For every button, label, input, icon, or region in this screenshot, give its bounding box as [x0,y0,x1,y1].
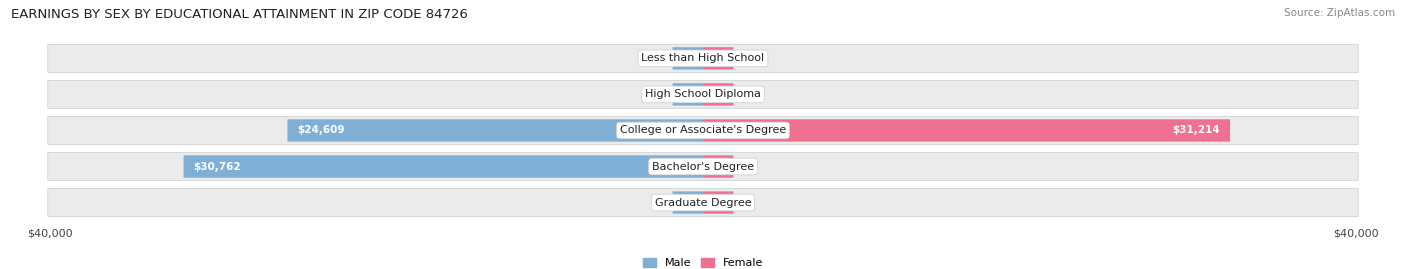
FancyBboxPatch shape [48,80,1358,108]
FancyBboxPatch shape [48,116,1358,144]
FancyBboxPatch shape [48,44,1358,72]
FancyBboxPatch shape [184,155,703,178]
Text: High School Diploma: High School Diploma [645,89,761,100]
FancyBboxPatch shape [672,83,703,106]
Text: $31,214: $31,214 [1173,125,1220,136]
Text: $0: $0 [740,197,754,208]
Text: $0: $0 [652,53,666,63]
Text: $40,000: $40,000 [28,228,73,239]
FancyBboxPatch shape [672,47,703,70]
Text: $40,000: $40,000 [1333,228,1378,239]
FancyBboxPatch shape [703,191,734,214]
Text: $24,609: $24,609 [298,125,344,136]
Text: $0: $0 [652,197,666,208]
Text: $30,762: $30,762 [194,161,242,172]
Text: Less than High School: Less than High School [641,53,765,63]
FancyBboxPatch shape [703,83,734,106]
FancyBboxPatch shape [48,189,1358,217]
Text: $0: $0 [652,89,666,100]
Text: $0: $0 [740,161,754,172]
Text: Source: ZipAtlas.com: Source: ZipAtlas.com [1284,8,1395,18]
Text: EARNINGS BY SEX BY EDUCATIONAL ATTAINMENT IN ZIP CODE 84726: EARNINGS BY SEX BY EDUCATIONAL ATTAINMEN… [11,8,468,21]
FancyBboxPatch shape [703,47,734,70]
FancyBboxPatch shape [48,153,1358,180]
Text: Bachelor's Degree: Bachelor's Degree [652,161,754,172]
FancyBboxPatch shape [287,119,703,142]
FancyBboxPatch shape [703,155,734,178]
Legend: Male, Female: Male, Female [638,253,768,269]
Text: College or Associate's Degree: College or Associate's Degree [620,125,786,136]
FancyBboxPatch shape [703,119,1230,142]
Text: $0: $0 [740,53,754,63]
Text: Graduate Degree: Graduate Degree [655,197,751,208]
Text: $0: $0 [740,89,754,100]
FancyBboxPatch shape [672,191,703,214]
